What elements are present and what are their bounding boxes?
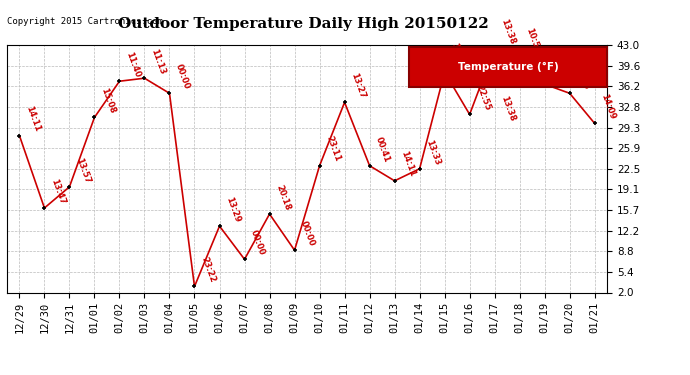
- Point: [414, 166, 425, 172]
- Point: [489, 45, 500, 51]
- Point: [514, 54, 525, 60]
- Text: 13:29: 13:29: [224, 196, 241, 223]
- Text: 10:55: 10:55: [524, 27, 542, 55]
- Point: [564, 90, 575, 96]
- Point: [339, 99, 350, 105]
- Text: 14:09: 14:09: [599, 93, 617, 121]
- Point: [264, 211, 275, 217]
- Text: 00:00: 00:00: [174, 63, 191, 91]
- Text: 13:47: 13:47: [49, 177, 66, 206]
- Text: 00:00: 00:00: [299, 220, 317, 248]
- Text: 13:27: 13:27: [349, 72, 366, 100]
- Text: 14:11: 14:11: [399, 150, 417, 178]
- Point: [64, 184, 75, 190]
- Point: [314, 163, 325, 169]
- Text: 14:11: 14:11: [24, 105, 41, 133]
- Text: 00:00: 00:00: [549, 54, 566, 82]
- Point: [39, 205, 50, 211]
- Text: 20:18: 20:18: [274, 183, 292, 211]
- Point: [364, 163, 375, 169]
- Text: 11:40: 11:40: [124, 51, 141, 79]
- Point: [89, 114, 100, 120]
- Point: [589, 120, 600, 126]
- FancyBboxPatch shape: [409, 48, 607, 87]
- Text: 04:36: 04:36: [574, 63, 592, 91]
- Point: [189, 284, 200, 290]
- Text: 23:11: 23:11: [324, 135, 342, 164]
- Text: 13:57: 13:57: [74, 156, 92, 184]
- Text: 13:38: 13:38: [500, 94, 517, 123]
- Text: 15:08: 15:08: [99, 87, 117, 115]
- Text: 14:08: 14:08: [449, 42, 466, 70]
- Text: Temperature (°F): Temperature (°F): [457, 62, 558, 72]
- Text: 22:55: 22:55: [474, 84, 492, 112]
- Point: [539, 81, 550, 87]
- Text: Copyright 2015 Cartronics.com: Copyright 2015 Cartronics.com: [7, 17, 163, 26]
- Point: [139, 75, 150, 81]
- Text: 11:13: 11:13: [149, 48, 166, 76]
- Point: [114, 78, 125, 84]
- Text: 13:38: 13:38: [499, 18, 517, 46]
- Point: [289, 247, 300, 253]
- Text: 00:00: 00:00: [249, 229, 266, 257]
- Point: [464, 111, 475, 117]
- Point: [439, 69, 450, 75]
- Point: [389, 178, 400, 184]
- Text: Outdoor Temperature Daily High 20150122: Outdoor Temperature Daily High 20150122: [118, 17, 489, 31]
- Text: 23:22: 23:22: [199, 256, 217, 284]
- Point: [214, 223, 225, 229]
- Text: 00:41: 00:41: [374, 135, 392, 164]
- Point: [164, 90, 175, 96]
- Text: 13:33: 13:33: [424, 138, 442, 166]
- Point: [239, 256, 250, 262]
- Point: [14, 132, 25, 138]
